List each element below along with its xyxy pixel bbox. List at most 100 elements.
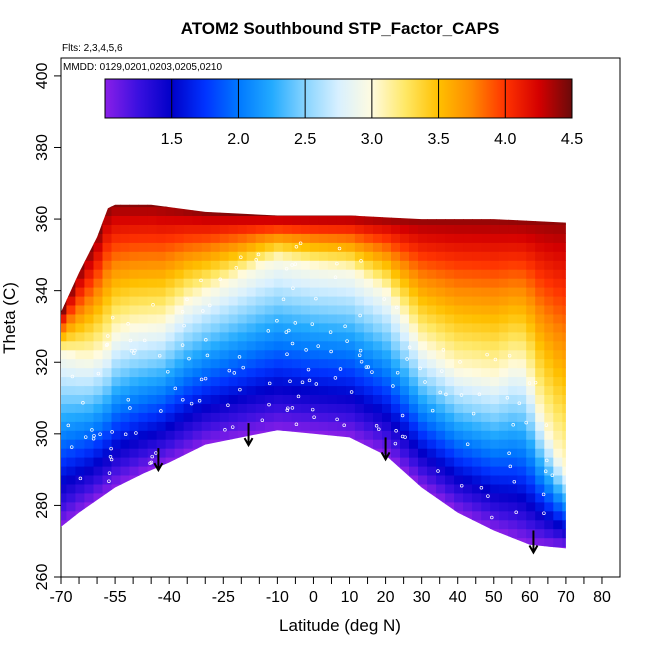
heatmap-cell — [156, 501, 167, 512]
heatmap-cell — [544, 322, 554, 333]
heatmap-cell — [508, 189, 518, 199]
heatmap-cell — [409, 305, 419, 315]
heatmap-cell — [300, 394, 311, 404]
heatmap-cell — [354, 412, 365, 422]
heatmap-cell — [210, 394, 221, 404]
heatmap-cell — [571, 278, 581, 288]
heatmap-cell — [544, 215, 554, 225]
heatmap-cell — [75, 466, 85, 476]
heatmap-cell — [363, 501, 374, 512]
heatmap-cell — [75, 385, 85, 395]
colorbar-tick-label: 2.0 — [227, 131, 249, 148]
heatmap-cell — [219, 430, 230, 440]
heatmap-cell — [147, 376, 158, 387]
heatmap-cell — [526, 519, 536, 530]
heatmap-cell — [327, 242, 338, 252]
heatmap-cell — [436, 546, 446, 549]
heatmap-cell — [75, 546, 85, 549]
heatmap-cell — [61, 340, 67, 351]
heatmap-cell — [291, 233, 302, 243]
sample-point — [199, 278, 203, 283]
heatmap-cell — [265, 189, 275, 199]
heatmap-cell — [61, 313, 67, 324]
heatmap-cell — [436, 475, 446, 485]
heatmap-cell — [463, 412, 473, 422]
heatmap-cell — [93, 475, 104, 485]
heatmap-cell — [517, 204, 527, 208]
heatmap-cell — [84, 278, 94, 288]
heatmap-cell — [490, 251, 500, 261]
heatmap-cell — [445, 204, 455, 208]
sample-point — [545, 458, 549, 463]
heatmap-cell — [418, 546, 428, 549]
heatmap-cell — [400, 457, 410, 467]
heatmap-cell — [84, 492, 94, 503]
heatmap-cell — [354, 483, 365, 494]
heatmap-cell — [228, 430, 239, 440]
heatmap-cell — [345, 278, 356, 288]
heatmap-cell — [327, 492, 338, 503]
heatmap-cell — [436, 233, 446, 243]
heatmap-cell — [210, 260, 221, 270]
heatmap-cell — [228, 394, 239, 404]
heatmap-cell — [273, 412, 284, 422]
heatmap-cell — [300, 340, 311, 351]
sample-point — [507, 451, 511, 456]
heatmap-cell — [481, 260, 491, 270]
heatmap-cell — [481, 358, 491, 369]
sample-point — [508, 464, 513, 469]
heatmap-cell — [273, 475, 284, 485]
heatmap-cell — [354, 403, 365, 413]
heatmap-cell — [400, 412, 410, 422]
heatmap-cell — [418, 492, 428, 503]
heatmap-cell — [219, 510, 230, 521]
heatmap-cell — [166, 189, 176, 199]
heatmap-cell — [327, 278, 338, 288]
heatmap-cell — [156, 385, 167, 395]
sample-point — [254, 258, 258, 262]
heatmap-cell — [228, 537, 239, 548]
heatmap-cell — [400, 322, 410, 333]
heatmap-cell — [508, 394, 518, 404]
heatmap-cell — [490, 394, 500, 404]
heatmap-cell — [418, 501, 428, 512]
heatmap-cell — [562, 519, 566, 530]
heatmap-cell — [409, 492, 419, 503]
heatmap-cell — [391, 421, 401, 431]
heatmap-cell — [327, 287, 338, 297]
heatmap-cell — [391, 457, 401, 467]
heatmap-cell — [517, 483, 527, 494]
heatmap-cell — [436, 403, 446, 413]
heatmap-cell — [517, 376, 527, 387]
heatmap-cell — [156, 376, 167, 387]
heatmap-cell — [490, 260, 500, 270]
heatmap-cell — [499, 340, 509, 351]
heatmap-cell — [228, 528, 239, 539]
heatmap-cell — [562, 528, 566, 539]
heatmap-cell — [201, 430, 212, 440]
heatmap-cell — [382, 349, 392, 360]
heatmap-cell — [219, 269, 230, 279]
heatmap-cell — [300, 376, 311, 387]
heatmap-cell — [61, 349, 67, 360]
heatmap-cell — [382, 278, 392, 288]
heatmap-cell — [75, 457, 85, 467]
heatmap-cell — [400, 537, 410, 548]
heatmap-cell — [291, 296, 302, 306]
heatmap-cell — [111, 412, 122, 422]
heatmap-cell — [400, 224, 410, 234]
heatmap-cell — [183, 492, 194, 503]
heatmap-cell — [517, 233, 527, 243]
heatmap-cell — [373, 528, 383, 539]
heatmap-cell — [102, 206, 113, 216]
heatmap-cell — [508, 242, 518, 252]
heatmap-cell — [174, 519, 185, 530]
sample-point — [335, 417, 339, 422]
heatmap-cell — [318, 367, 329, 378]
heatmap-cell — [571, 332, 581, 342]
heatmap-cell — [264, 305, 275, 315]
heatmap-cell — [472, 233, 482, 243]
heatmap-cell — [273, 421, 284, 431]
heatmap-cell — [454, 242, 464, 252]
heatmap-cell — [192, 296, 203, 306]
